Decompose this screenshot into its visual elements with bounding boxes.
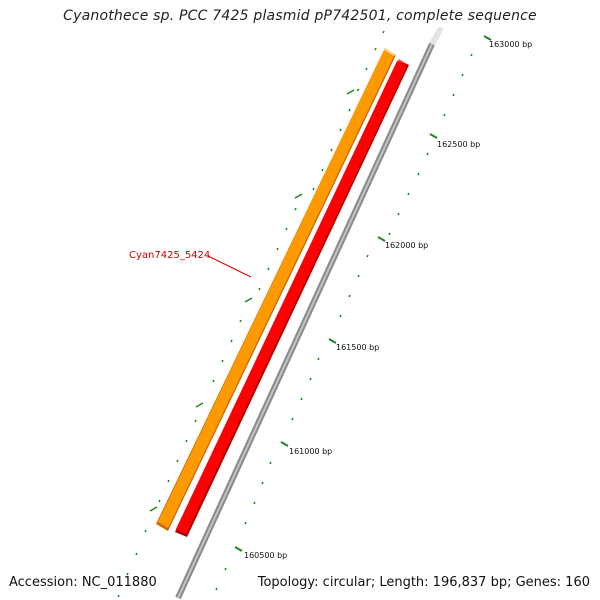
- tick-162500: 162500 bp: [429, 133, 480, 149]
- gene-label-leader-line: [207, 255, 252, 278]
- tick-label: 161000 bp: [289, 447, 332, 456]
- gene-label-group[interactable]: Cyan7425_5424: [129, 250, 252, 278]
- topology-summary: Topology: circular; Length: 196,837 bp; …: [257, 575, 590, 590]
- gene-label[interactable]: Cyan7425_5424: [129, 250, 210, 261]
- tick-label: 161500 bp: [336, 343, 379, 352]
- tick-label: 160500 bp: [244, 551, 287, 560]
- tick-160500: 160500 bp: [234, 546, 287, 560]
- tick-161000: 161000 bp: [280, 441, 332, 456]
- inner-ticks: [117, 30, 385, 598]
- tick-163000: 163000 bp: [483, 35, 532, 49]
- tick-label: 162000 bp: [385, 241, 428, 250]
- tick-label: 162500 bp: [437, 140, 480, 149]
- tick-label: 163000 bp: [489, 40, 532, 49]
- forward-strand-gene[interactable]: [156, 48, 396, 531]
- tick-162000: 162000 bp: [377, 236, 428, 250]
- sequence-backbone: [175, 27, 443, 600]
- outer-ticks: [215, 53, 473, 591]
- accession-text: Accession: NC_011880: [9, 575, 157, 590]
- reverse-strand-gene[interactable]: [175, 59, 409, 537]
- map-title: Cyanothece sp. PCC 7425 plasmid pP742501…: [63, 8, 537, 24]
- tick-161500: 161500 bp: [328, 338, 379, 352]
